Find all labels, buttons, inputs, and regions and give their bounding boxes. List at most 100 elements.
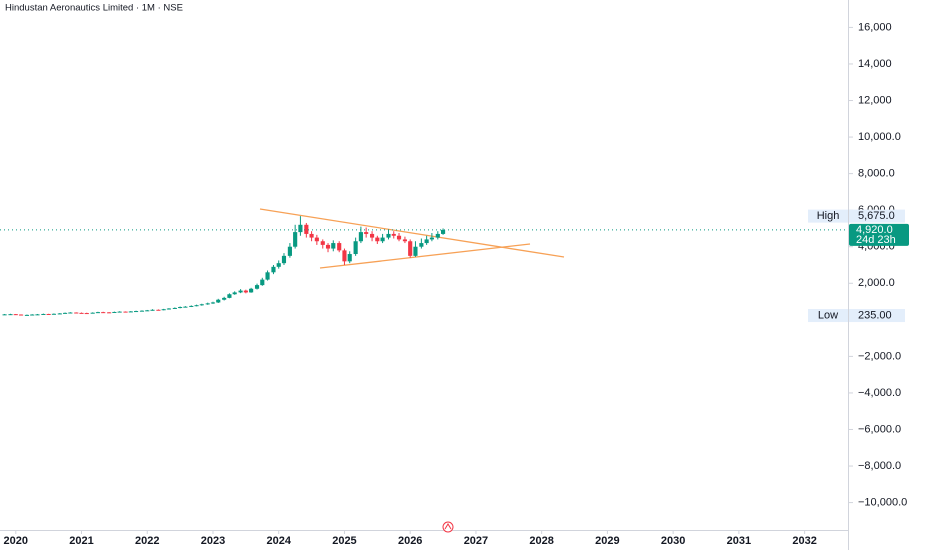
candle-body [95,312,101,314]
candle-body [435,233,440,238]
y-tick-label: −10,000.0 [858,496,907,508]
candle-body [347,254,352,262]
candle-body [84,313,89,315]
candle-body [304,224,309,234]
candle-body [227,294,232,298]
candle-body [41,313,46,315]
candle-body [391,233,396,236]
candle-body [189,305,194,307]
candle-body [265,272,270,280]
candle-body [380,237,385,242]
candles [2,216,446,316]
last-price-label: 4,920.0 [856,224,893,236]
candle-body [150,309,155,311]
candle-body [419,243,424,247]
x-tick-label: 2028 [529,535,553,547]
candle-body [249,288,254,293]
x-tick-label: 2030 [661,535,685,547]
x-tick-label: 2021 [69,535,93,547]
low-value-box [849,309,905,323]
candle-body [364,232,369,234]
candle-body [238,290,243,293]
x-tick-label: 2022 [135,535,159,547]
candle-body [342,250,347,262]
y-tick-label: 10,000.0 [858,131,901,143]
candle-body [424,239,429,244]
candle-body [46,313,51,315]
candle-body [314,237,319,242]
candle-body [18,314,24,316]
candle-body [68,312,73,314]
candle-body [183,306,188,308]
low-tag: Low [818,309,838,321]
high-value-label: 5,675.0 [858,210,895,222]
candle-body [216,299,221,303]
candle-body [13,314,18,316]
candle-body [128,311,133,313]
candle-body [353,241,358,255]
candle-body [408,241,413,256]
trend-line [319,243,531,269]
candle-body [134,311,139,313]
x-tick-label: 2023 [201,535,225,547]
candle-body [57,313,62,315]
high-tag: High [817,210,840,222]
candle-body [298,224,303,233]
candle-body [101,312,106,314]
y-tick-label: 14,000 [858,58,892,70]
x-tick-label: 2025 [332,535,356,547]
countdown-label: 24d 23h [856,234,896,246]
candle-body [210,302,216,304]
candle-body [199,304,204,306]
candle-body [145,310,150,312]
candle-body [178,307,183,309]
candle-body [172,307,177,309]
high-tag-box [808,209,848,223]
candle-body [413,246,418,256]
candle-body [429,237,434,240]
candle-body [309,233,314,238]
candle-body [369,233,375,238]
y-tick-label: −8,000.0 [858,460,901,472]
x-tick-label: 2020 [4,535,28,547]
candle-body [331,243,336,249]
candle-body [276,263,281,267]
candle-body [320,241,325,245]
candle-body [63,312,68,314]
candle-body [117,311,122,313]
candle-body [243,290,248,293]
candle-body [35,314,40,316]
candle-body [396,235,402,240]
candle-body [358,232,363,242]
trend-line [259,208,565,258]
y-tick-label: 2,000.0 [858,277,895,289]
candle-body [156,309,161,311]
low-tag-box [808,309,848,323]
x-tick-label: 2026 [398,535,422,547]
y-tick-label: −6,000.0 [858,423,901,435]
chart-title: Hindustan Aeronautics Limited · 1M · NSE [5,3,183,14]
candle-body [375,237,380,242]
y-tick-label: 12,000 [858,94,892,106]
y-tick-label: 16,000 [858,21,892,33]
candle-body [222,297,227,300]
x-tick-label: 2024 [266,535,291,547]
candle-body [166,308,172,310]
candle-body [440,229,446,234]
x-tick-label: 2027 [464,535,488,547]
candle-body [112,311,117,313]
candle-body [325,244,331,249]
candle-body [74,312,79,314]
candle-body [287,246,292,256]
candle-body [8,314,13,316]
candle-body [260,279,265,286]
y-tick-label: −4,000.0 [858,387,901,399]
candle-body [271,266,276,273]
candle-body [161,309,166,311]
x-tick-label: 2031 [727,535,751,547]
candle-body [337,243,342,251]
candle-body [24,314,30,316]
candle-body [2,314,7,316]
x-tick-label: 2029 [595,535,619,547]
